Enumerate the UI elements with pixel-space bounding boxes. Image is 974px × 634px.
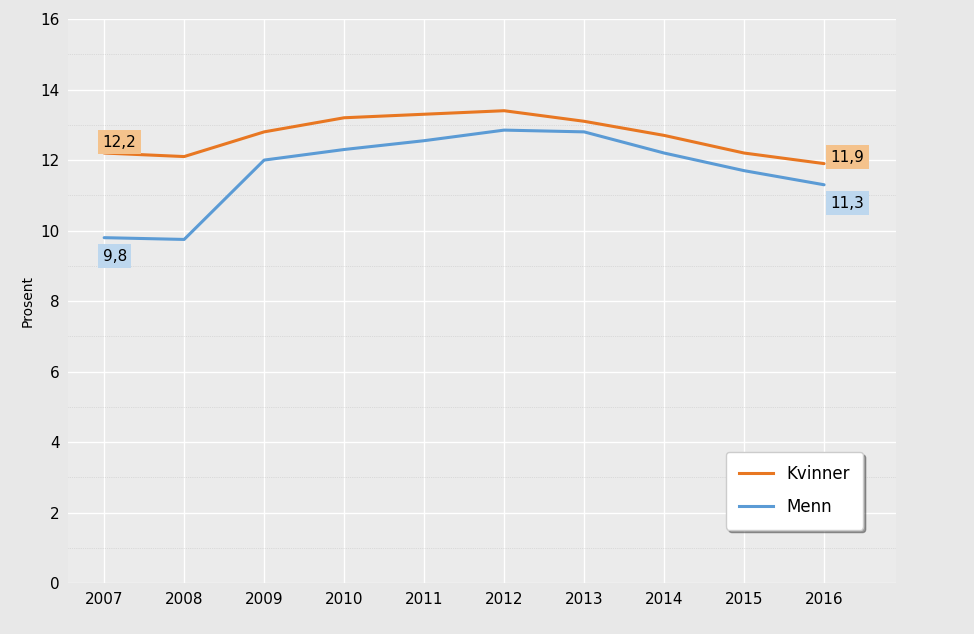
Text: 12,2: 12,2 bbox=[102, 134, 136, 150]
Text: 9,8: 9,8 bbox=[102, 249, 127, 264]
Text: 11,3: 11,3 bbox=[831, 196, 864, 210]
Legend: Kvinner, Menn: Kvinner, Menn bbox=[726, 452, 863, 530]
Y-axis label: Prosent: Prosent bbox=[20, 275, 35, 327]
Text: 11,9: 11,9 bbox=[831, 150, 864, 165]
